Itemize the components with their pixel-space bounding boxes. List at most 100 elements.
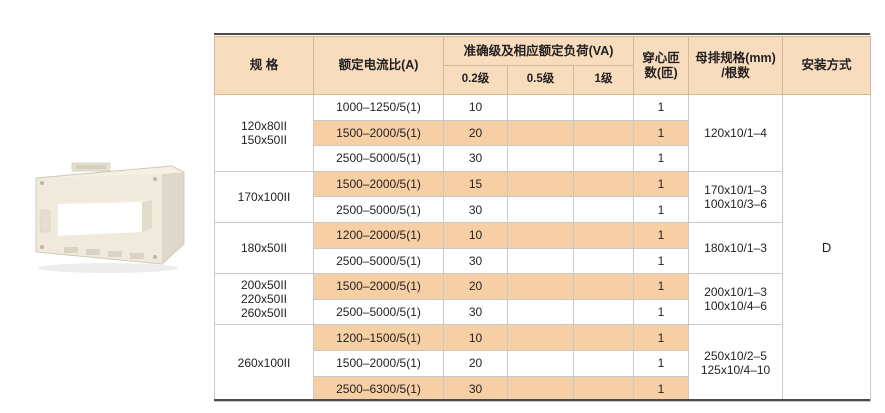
cell-accuracy-0.5 xyxy=(507,375,574,403)
cell-turns: 1 xyxy=(633,170,690,198)
cell-accuracy-0.5 xyxy=(507,145,574,172)
table-row: 170x100II 1500–2000/5(1) 15 1 170x10/1–3 100x… xyxy=(214,170,871,223)
cell-rated-current-ratio: 1200–1500/5(1) xyxy=(313,324,444,351)
cell-accuracy-0.2: 20 xyxy=(443,273,508,300)
busbar-line: 100x10/3–6 xyxy=(704,196,767,211)
cell-accuracy-1 xyxy=(572,298,635,326)
cell-turns: 1 xyxy=(633,119,690,147)
spec-line: 120x80II xyxy=(240,118,288,133)
cell-spec: 170x100II xyxy=(214,170,314,223)
busbar-line: 120x10/1–4 xyxy=(704,125,767,140)
cell-turns: 1 xyxy=(633,221,690,249)
cell-accuracy-0.2: 30 xyxy=(443,247,508,275)
header-row-sub: 0.2级 0.5级 1级 xyxy=(215,65,871,95)
cell-accuracy-0.5 xyxy=(507,273,574,300)
cell-rated-current-ratio: 1000–1250/5(1) xyxy=(313,94,444,121)
cell-accuracy-0.2: 30 xyxy=(443,145,508,172)
cell-rated-current-ratio: 2500–5000/5(1) xyxy=(313,247,444,275)
specification-table: 规 格 额定电流比(A) 准确级及相应额定负荷(VA) 穿心匝 数(匝) 母排规… xyxy=(214,36,872,403)
header-mounting-method: 安装方式 xyxy=(782,36,872,95)
header-accuracy-0.2: 0.2级 xyxy=(443,65,508,95)
cell-turns: 1 xyxy=(633,375,690,403)
cell-spec: 260x100II xyxy=(214,324,314,403)
table-row: 120x80II 150x50II 1000–1250/5(1) 10 1 120x10/… xyxy=(214,93,872,403)
cell-accuracy-1 xyxy=(572,145,635,172)
cell-mounting-method: D xyxy=(782,93,872,403)
cell-accuracy-0.5 xyxy=(507,94,574,121)
cell-busbar: 120x10/1–4 xyxy=(688,94,784,172)
spec-table-container: 规 格 额定电流比(A) 准确级及相应额定负荷(VA) 穿心匝 数(匝) 母排规… xyxy=(214,36,872,403)
spec-line: 220x50II xyxy=(240,292,288,307)
cell-accuracy-0.5 xyxy=(507,298,574,326)
cell-busbar: 200x10/1–3 100x10/4–6 xyxy=(688,273,784,326)
cell-accuracy-0.2: 30 xyxy=(443,196,508,223)
cell-rated-current-ratio: 1500–2000/5(1) xyxy=(313,170,444,198)
cell-turns: 1 xyxy=(633,273,690,300)
table-bottom-rule xyxy=(214,399,870,401)
cell-accuracy-0.5 xyxy=(507,247,574,275)
spec-line: 260x50II xyxy=(240,306,288,321)
cell-rated-current-ratio: 1200–2000/5(1) xyxy=(313,221,444,249)
cell-rated-current-ratio: 2500–6300/5(1) xyxy=(313,375,444,403)
cell-accuracy-0.2: 10 xyxy=(443,221,508,249)
header-turns-line2: 数(匝) xyxy=(644,65,678,80)
cell-accuracy-1 xyxy=(572,349,635,377)
cell-spec: 200x50II 220x50II 260x50II xyxy=(214,273,314,326)
header-rated-current-ratio: 额定电流比(A) xyxy=(313,36,444,95)
table-row: 1500–2000/5(1) 20 1 xyxy=(215,119,871,147)
cell-accuracy-0.2: 30 xyxy=(443,375,508,403)
spec-line: 150x50II xyxy=(240,132,288,147)
cell-accuracy-1 xyxy=(572,119,635,147)
busbar-line: 170x10/1–3 xyxy=(704,182,767,197)
cell-accuracy-1 xyxy=(572,221,635,249)
cell-accuracy-0.2: 10 xyxy=(443,94,508,121)
cell-accuracy-0.5 xyxy=(507,349,574,377)
table-top-rule xyxy=(214,33,870,35)
table-row: 2500–5000/5(1) 30 1 xyxy=(215,298,871,326)
header-row-top: 规 格 额定电流比(A) 准确级及相应额定负荷(VA) 穿心匝 数(匝) 母排规… xyxy=(214,36,872,95)
table-header: 规 格 额定电流比(A) 准确级及相应额定负荷(VA) 穿心匝 数(匝) 母排规… xyxy=(214,36,872,95)
cell-busbar: 170x10/1–3 100x10/3–6 xyxy=(688,170,784,223)
spec-line: 180x50II xyxy=(240,240,288,255)
spec-line: 200x50II xyxy=(240,278,288,293)
cell-accuracy-0.5 xyxy=(507,170,574,198)
table-body: 120x80II 150x50II 1000–1250/5(1) 10 1 120x10/… xyxy=(214,93,872,403)
cell-accuracy-1 xyxy=(572,324,635,351)
cell-rated-current-ratio: 1500–2000/5(1) xyxy=(313,349,444,377)
spec-line: 170x100II xyxy=(237,189,291,204)
header-spec: 规 格 xyxy=(214,36,314,95)
cell-turns: 1 xyxy=(633,247,690,275)
current-transformer-icon xyxy=(35,162,185,273)
busbar-line: 250x10/2–5 xyxy=(704,349,767,364)
cell-turns: 1 xyxy=(633,196,690,223)
cell-rated-current-ratio: 2500–5000/5(1) xyxy=(313,298,444,326)
table-row: 180x50II 1200–2000/5(1) 10 1 180x10/1–3 xyxy=(214,221,871,275)
table-row: 2500–6300/5(1) 30 1 xyxy=(215,375,871,403)
cell-turns: 1 xyxy=(633,298,690,326)
header-accuracy-0.5: 0.5级 xyxy=(507,65,574,95)
table-row: 260x100II 1200–1500/5(1) 10 1 250x10/2–5 125x… xyxy=(214,324,871,403)
cell-turns: 1 xyxy=(633,145,690,172)
header-accuracy-1: 1级 xyxy=(572,65,635,95)
header-accuracy-group: 准确级及相应额定负荷(VA) xyxy=(442,36,635,66)
cell-accuracy-0.2: 30 xyxy=(443,298,508,326)
cell-busbar: 180x10/1–3 xyxy=(688,221,784,275)
spec-line: 260x100II xyxy=(237,356,291,371)
cell-accuracy-0.5 xyxy=(507,119,574,147)
busbar-line: 125x10/4–10 xyxy=(700,363,771,378)
cell-accuracy-0.5 xyxy=(507,196,574,223)
cell-accuracy-1 xyxy=(572,375,635,403)
cell-accuracy-0.5 xyxy=(507,221,574,249)
cell-accuracy-0.2: 15 xyxy=(443,170,508,198)
cell-accuracy-0.5 xyxy=(507,324,574,351)
cell-turns: 1 xyxy=(633,324,690,351)
busbar-line: 100x10/4–6 xyxy=(704,299,767,314)
busbar-line: 180x10/1–3 xyxy=(704,240,767,255)
header-busbar-line1: 母排规格(mm) xyxy=(695,50,776,65)
table-row: 2500–5000/5(1) 30 1 xyxy=(215,145,871,172)
header-busbar-line2: /根数 xyxy=(721,65,750,80)
product-photo xyxy=(22,152,198,282)
cell-rated-current-ratio: 1500–2000/5(1) xyxy=(313,119,444,147)
cell-accuracy-0.2: 20 xyxy=(443,119,508,147)
busbar-line: 200x10/1–3 xyxy=(704,285,767,300)
